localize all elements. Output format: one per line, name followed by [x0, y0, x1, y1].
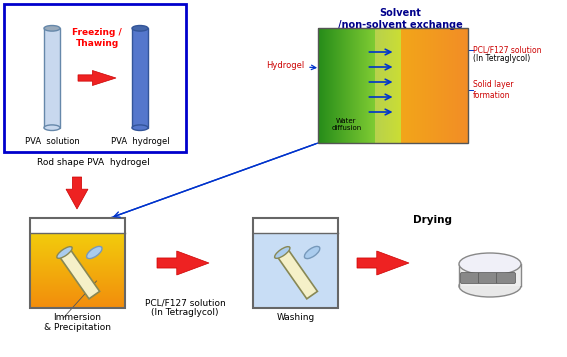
Text: Freezing /
Thawing: Freezing / Thawing — [72, 28, 122, 48]
Text: Drying: Drying — [413, 215, 451, 225]
Ellipse shape — [304, 246, 320, 258]
Ellipse shape — [459, 275, 521, 297]
Ellipse shape — [132, 25, 148, 31]
Ellipse shape — [274, 247, 290, 258]
FancyBboxPatch shape — [497, 272, 515, 283]
Text: PVA  hydrogel: PVA hydrogel — [111, 137, 170, 146]
FancyBboxPatch shape — [253, 233, 338, 308]
FancyBboxPatch shape — [460, 272, 480, 283]
Text: PCL/F127 solution: PCL/F127 solution — [145, 298, 225, 307]
Text: Water
diffusion: Water diffusion — [331, 118, 362, 131]
Polygon shape — [78, 70, 116, 85]
Ellipse shape — [57, 247, 72, 258]
FancyBboxPatch shape — [44, 28, 60, 128]
Text: PVA  solution: PVA solution — [24, 137, 79, 146]
Ellipse shape — [459, 253, 521, 275]
Text: Solid layer
formation: Solid layer formation — [473, 80, 514, 100]
FancyBboxPatch shape — [4, 4, 186, 152]
FancyBboxPatch shape — [132, 28, 148, 128]
Text: Hydrogel: Hydrogel — [266, 61, 316, 70]
Text: Solvent
/non-solvent exchange: Solvent /non-solvent exchange — [337, 8, 462, 30]
FancyBboxPatch shape — [479, 272, 497, 283]
Text: Immersion
& Precipitation: Immersion & Precipitation — [44, 313, 111, 332]
Polygon shape — [277, 249, 318, 299]
Polygon shape — [357, 251, 409, 275]
Polygon shape — [66, 177, 88, 209]
Ellipse shape — [44, 25, 60, 31]
Text: Washing: Washing — [276, 313, 315, 322]
Text: (In Tetraglycol): (In Tetraglycol) — [151, 308, 219, 317]
Text: PCL/F127 solution: PCL/F127 solution — [473, 45, 541, 55]
Polygon shape — [157, 251, 209, 275]
FancyBboxPatch shape — [459, 264, 521, 286]
Ellipse shape — [132, 125, 148, 131]
Polygon shape — [59, 249, 100, 299]
Text: (In Tetraglycol): (In Tetraglycol) — [473, 54, 530, 62]
Ellipse shape — [44, 125, 60, 131]
Text: Rod shape PVA  hydrogel: Rod shape PVA hydrogel — [37, 158, 149, 167]
Ellipse shape — [87, 246, 102, 258]
